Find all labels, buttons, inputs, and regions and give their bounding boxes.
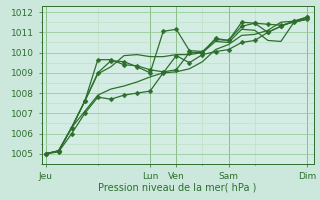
X-axis label: Pression niveau de la mer( hPa ): Pression niveau de la mer( hPa ) <box>99 182 257 192</box>
